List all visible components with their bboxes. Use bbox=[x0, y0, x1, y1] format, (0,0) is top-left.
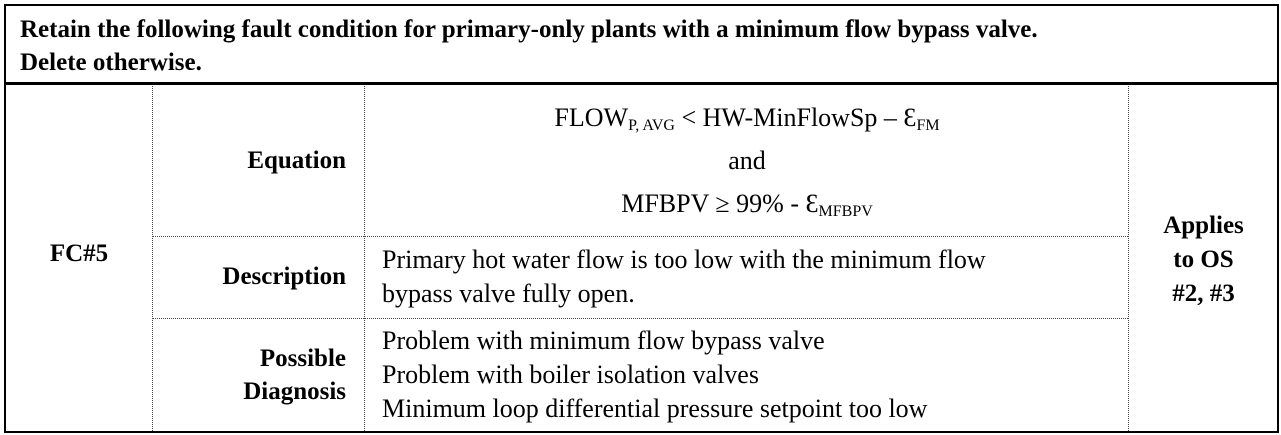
instruction-line-1: Retain the following fault condition for… bbox=[20, 16, 1038, 43]
equation-comparison: < HW-MinFlowSp – Ɛ bbox=[674, 103, 917, 132]
applies-line-3: #2, #3 bbox=[1172, 280, 1235, 307]
equation-flow-term: FLOW bbox=[554, 103, 629, 132]
applies-to-os: Applies to OS #2, #3 bbox=[1130, 209, 1277, 311]
fault-condition-id: FC#5 bbox=[49, 240, 109, 267]
equation-mfbpv-subscript: MFBPV bbox=[818, 203, 873, 220]
table-border-top bbox=[4, 4, 1279, 6]
description-line-2: bypass valve fully open. bbox=[382, 279, 635, 308]
equation-fm-subscript: FM bbox=[916, 117, 940, 134]
description-label: Description bbox=[222, 263, 346, 290]
row-divider-2 bbox=[153, 318, 1128, 319]
applies-line-1: Applies bbox=[1163, 212, 1244, 239]
equation-label: Equation bbox=[247, 147, 346, 174]
diagnosis-label-line-2: Diagnosis bbox=[243, 378, 346, 405]
instruction-header: Retain the following fault condition for… bbox=[20, 13, 1260, 79]
column-divider-1 bbox=[152, 86, 153, 431]
diagnosis-label-line-1: Possible bbox=[259, 345, 346, 372]
table-header-divider bbox=[4, 82, 1279, 85]
description-line-1: Primary hot water flow is too low with t… bbox=[382, 245, 986, 274]
diagnosis-item: Minimum loop differential pressure setpo… bbox=[382, 394, 928, 423]
diagnosis-label: Possible Diagnosis bbox=[146, 342, 346, 408]
equation-line-2: and bbox=[728, 146, 766, 175]
column-divider-3 bbox=[1128, 86, 1129, 431]
table-border-left bbox=[4, 4, 6, 433]
table-border-bottom bbox=[4, 431, 1279, 433]
table-border-right bbox=[1277, 4, 1279, 433]
diagnosis-item: Problem with minimum flow bypass valve bbox=[382, 326, 825, 355]
equation-line-3: MFBPV ≥ 99% - ƐMFBPV bbox=[366, 187, 1128, 229]
description-text: Primary hot water flow is too low with t… bbox=[382, 243, 1122, 311]
diagnosis-list: Problem with minimum flow bypass valve P… bbox=[382, 324, 1122, 426]
column-divider-2 bbox=[364, 86, 365, 431]
applies-line-2: to OS bbox=[1173, 246, 1234, 273]
instruction-line-2: Delete otherwise. bbox=[20, 49, 202, 76]
equation-line-1: FLOWP, AVG < HW-MinFlowSp – ƐFM bbox=[366, 101, 1128, 143]
diagnosis-item: Problem with boiler isolation valves bbox=[382, 360, 759, 389]
row-divider-1 bbox=[153, 236, 1128, 237]
equation-flow-subscript: P, AVG bbox=[628, 117, 675, 134]
equation-mfbpv-term: MFBPV ≥ 99% - Ɛ bbox=[621, 189, 819, 218]
